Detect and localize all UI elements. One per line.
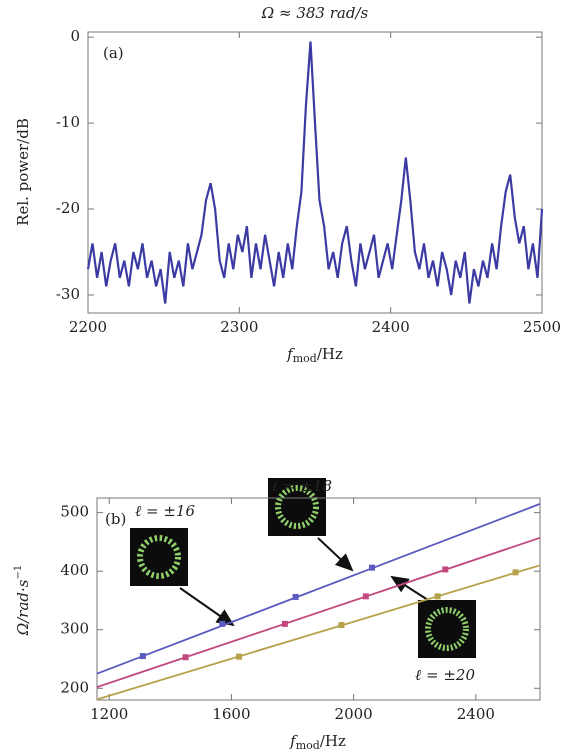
y-tick-label: -20 <box>56 199 80 217</box>
data-point <box>182 654 189 661</box>
series-label: ℓ = ±16 <box>135 502 195 520</box>
x-axis-label: fmod/Hz <box>289 732 346 752</box>
panel-label: (b) <box>105 510 126 528</box>
chart-title: Ω ≈ 383 rad/s <box>261 4 369 22</box>
series-label: ℓ = ±20 <box>415 666 475 684</box>
x-tick-label: 2400 <box>457 705 495 723</box>
data-point <box>512 569 519 576</box>
x-label-sub: mod <box>296 739 320 752</box>
x-tick-label: 2500 <box>523 318 561 336</box>
data-point <box>292 593 299 600</box>
y-tick-label: 300 <box>60 620 89 638</box>
y-label-main: Ω/rad·s <box>14 579 32 636</box>
data-point <box>338 622 345 629</box>
x-tick-label: 2200 <box>69 318 107 336</box>
y-tick-label: 500 <box>60 503 89 521</box>
mode-ring <box>425 607 469 651</box>
data-point <box>219 620 226 627</box>
series-label: ℓ = ±18 <box>272 477 332 495</box>
mode-ring <box>275 485 319 529</box>
arrow <box>390 575 429 601</box>
y-tick-label: -10 <box>56 113 80 131</box>
mode-images <box>130 478 476 658</box>
y-tick-label: 200 <box>60 678 89 696</box>
data-point <box>442 566 449 573</box>
y-tick-label: -30 <box>56 285 80 303</box>
y-axis-label: Ω/rad·s−1 <box>13 565 33 636</box>
x-tick-label: 1200 <box>90 705 128 723</box>
y-label-sup: −1 <box>13 565 24 580</box>
x-label-unit: /Hz <box>317 345 343 363</box>
mode-ring <box>137 535 181 579</box>
data-point <box>139 653 146 660</box>
x-label-sub: mod <box>293 352 317 365</box>
x-tick-label: 2000 <box>335 705 373 723</box>
plot-frame <box>87 31 543 314</box>
x-tick-label: 1600 <box>212 705 250 723</box>
x-label-main: f <box>286 345 295 363</box>
spectrum-line <box>86 41 544 304</box>
y-tick-label: 400 <box>60 561 89 579</box>
data-point <box>434 593 441 600</box>
data-point <box>281 620 288 627</box>
data-point <box>362 593 369 600</box>
y-tick-label: 0 <box>70 27 80 45</box>
arrow <box>179 587 235 627</box>
x-label-unit: /Hz <box>320 732 346 750</box>
data-point <box>368 564 375 571</box>
x-label-main: f <box>289 732 298 750</box>
plot-frame <box>96 497 541 701</box>
fit-line <box>96 564 541 701</box>
x-tick-label: 2400 <box>372 318 410 336</box>
panel-label: (a) <box>103 44 124 62</box>
arrow <box>317 537 354 572</box>
y-axis-label: Rel. power/dB <box>14 118 32 226</box>
x-axis-label: fmod/Hz <box>286 345 343 365</box>
fit-line <box>96 503 541 675</box>
x-tick-label: 2300 <box>220 318 258 336</box>
fit-line <box>96 536 541 688</box>
data-point <box>236 653 243 660</box>
